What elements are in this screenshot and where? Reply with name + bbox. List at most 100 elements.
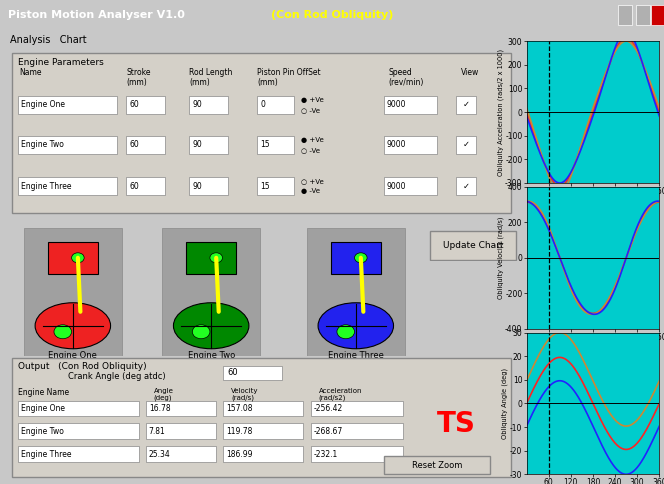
FancyBboxPatch shape (18, 446, 139, 462)
FancyBboxPatch shape (18, 136, 117, 153)
Text: ○ -Ve: ○ -Ve (301, 147, 320, 152)
Y-axis label: Obliquity Velocity (rad/s): Obliquity Velocity (rad/s) (497, 216, 503, 299)
Text: Engine One: Engine One (21, 100, 64, 109)
Text: View: View (461, 68, 479, 77)
Text: 15: 15 (260, 182, 270, 191)
Text: -256.42: -256.42 (313, 404, 343, 413)
FancyBboxPatch shape (146, 446, 216, 462)
FancyBboxPatch shape (48, 242, 98, 274)
FancyBboxPatch shape (311, 446, 403, 462)
Text: ● -Ve: ● -Ve (301, 188, 320, 195)
FancyBboxPatch shape (18, 424, 139, 439)
Text: Piston Motion Analyser V1.0: Piston Motion Analyser V1.0 (8, 10, 185, 20)
Text: 90: 90 (193, 100, 202, 109)
Text: 119.78: 119.78 (226, 427, 253, 436)
FancyBboxPatch shape (651, 5, 664, 25)
Text: (Con Rod Obliquity): (Con Rod Obliquity) (271, 10, 393, 20)
Ellipse shape (35, 303, 111, 349)
Circle shape (193, 325, 210, 339)
Text: ● +Ve: ● +Ve (301, 136, 324, 143)
Text: 9000: 9000 (386, 140, 406, 149)
Ellipse shape (318, 303, 394, 349)
FancyBboxPatch shape (224, 424, 303, 439)
FancyBboxPatch shape (18, 178, 117, 196)
Circle shape (337, 325, 355, 339)
Text: Acceleration
(rad/s2): Acceleration (rad/s2) (319, 388, 362, 401)
Text: 60: 60 (129, 100, 139, 109)
Text: -268.67: -268.67 (313, 427, 343, 436)
Text: ○ -Ve: ○ -Ve (301, 106, 320, 113)
Text: Engine Three: Engine Three (328, 351, 384, 360)
Text: 90: 90 (193, 182, 202, 191)
Text: ✓: ✓ (463, 140, 469, 149)
FancyBboxPatch shape (224, 446, 303, 462)
FancyBboxPatch shape (18, 401, 139, 416)
Y-axis label: Obliquity Acceleration (rads/2 x 1000): Obliquity Acceleration (rads/2 x 1000) (497, 48, 503, 176)
FancyBboxPatch shape (311, 424, 403, 439)
Text: Engine Three: Engine Three (21, 182, 71, 191)
FancyBboxPatch shape (146, 424, 216, 439)
Text: Output   (Con Rod Obliquity): Output (Con Rod Obliquity) (18, 362, 146, 371)
Text: Engine One: Engine One (48, 351, 98, 360)
Ellipse shape (173, 303, 249, 349)
Text: Name: Name (20, 68, 42, 77)
Y-axis label: Obliquity Angle (deg): Obliquity Angle (deg) (502, 368, 509, 439)
Circle shape (54, 325, 72, 339)
FancyBboxPatch shape (618, 5, 632, 25)
FancyBboxPatch shape (636, 5, 650, 25)
Text: Update Chart: Update Chart (443, 241, 503, 250)
Text: Stroke
(mm): Stroke (mm) (126, 68, 151, 87)
Text: Crank Angle (deg atdc): Crank Angle (deg atdc) (68, 372, 166, 380)
Text: 186.99: 186.99 (226, 450, 253, 459)
Text: -232.1: -232.1 (313, 450, 338, 459)
Text: Engine Two: Engine Two (187, 351, 235, 360)
FancyBboxPatch shape (224, 366, 282, 379)
FancyBboxPatch shape (18, 96, 117, 114)
Text: Engine Three: Engine Three (21, 450, 71, 459)
Circle shape (210, 253, 222, 263)
FancyBboxPatch shape (189, 96, 228, 114)
Text: Engine One: Engine One (21, 404, 64, 413)
FancyBboxPatch shape (258, 178, 294, 196)
FancyBboxPatch shape (162, 228, 260, 356)
Text: Reset Zoom: Reset Zoom (412, 461, 462, 470)
FancyBboxPatch shape (384, 178, 437, 196)
Text: Analysis   Chart: Analysis Chart (11, 35, 87, 45)
Text: Rod Length
(mm): Rod Length (mm) (189, 68, 233, 87)
FancyBboxPatch shape (126, 136, 165, 153)
FancyBboxPatch shape (146, 401, 216, 416)
FancyBboxPatch shape (126, 96, 165, 114)
Text: 0: 0 (260, 100, 265, 109)
Circle shape (72, 253, 84, 263)
Text: Piston Pin OffSet
(mm): Piston Pin OffSet (mm) (258, 68, 321, 87)
Text: ○ +Ve: ○ +Ve (301, 179, 324, 184)
FancyBboxPatch shape (189, 136, 228, 153)
Text: 157.08: 157.08 (226, 404, 253, 413)
Text: 60: 60 (129, 140, 139, 149)
FancyBboxPatch shape (331, 242, 381, 274)
Text: Velocity
(rad/s): Velocity (rad/s) (231, 388, 259, 401)
Text: Angle
(deg): Angle (deg) (153, 388, 173, 401)
Text: 60: 60 (227, 368, 238, 377)
FancyBboxPatch shape (12, 53, 511, 213)
Text: 25.34: 25.34 (149, 450, 171, 459)
FancyBboxPatch shape (311, 401, 403, 416)
FancyBboxPatch shape (384, 456, 490, 474)
Text: 60: 60 (129, 182, 139, 191)
FancyBboxPatch shape (258, 136, 294, 153)
FancyBboxPatch shape (430, 231, 516, 260)
FancyBboxPatch shape (126, 178, 165, 196)
FancyBboxPatch shape (12, 358, 511, 477)
FancyBboxPatch shape (456, 178, 476, 196)
FancyBboxPatch shape (456, 136, 476, 153)
Text: 16.78: 16.78 (149, 404, 171, 413)
Text: 9000: 9000 (386, 100, 406, 109)
Text: Engine Two: Engine Two (21, 140, 64, 149)
Text: Engine Two: Engine Two (21, 427, 64, 436)
Text: ✓: ✓ (463, 100, 469, 109)
FancyBboxPatch shape (186, 242, 236, 274)
Text: 9000: 9000 (386, 182, 406, 191)
Text: Speed
(rev/min): Speed (rev/min) (388, 68, 424, 87)
FancyBboxPatch shape (456, 96, 476, 114)
Text: Engine Parameters: Engine Parameters (18, 58, 104, 67)
